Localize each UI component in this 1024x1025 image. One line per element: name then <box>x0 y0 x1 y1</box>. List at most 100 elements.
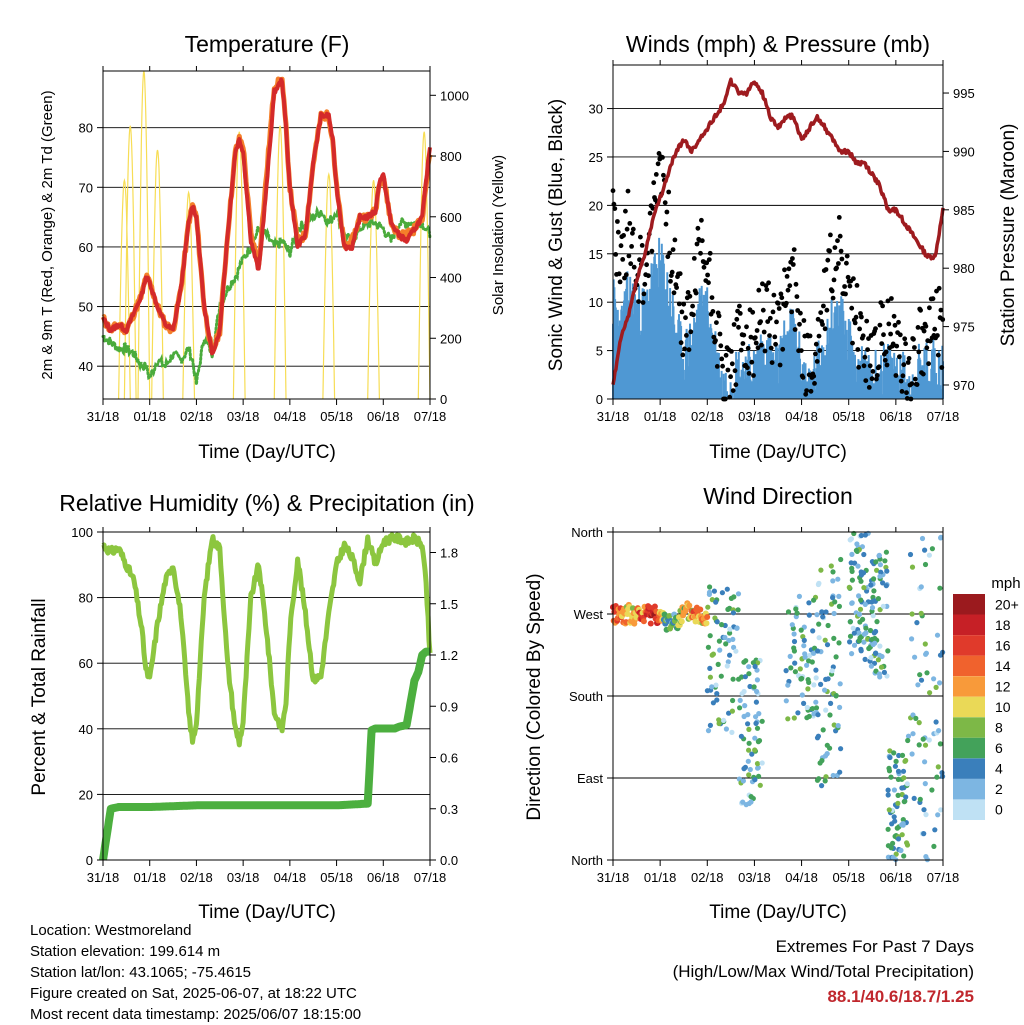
gust-point <box>738 347 744 353</box>
gust-point <box>683 315 688 321</box>
gust-point <box>864 318 870 324</box>
direction-point <box>748 799 754 805</box>
gust-point <box>706 257 712 262</box>
direction-point <box>837 704 843 711</box>
direction-point <box>711 588 718 594</box>
y-tick-label: 25 <box>589 150 603 165</box>
gust-point <box>880 303 885 309</box>
direction-point <box>823 609 829 615</box>
gust-point <box>616 271 622 277</box>
direction-point <box>924 670 930 676</box>
gust-point <box>699 238 705 244</box>
direction-point <box>873 668 879 674</box>
x-axis-label: Time (Day/UTC) <box>198 442 336 463</box>
direction-point <box>931 676 937 682</box>
y-tick-label: 200 <box>440 331 462 346</box>
direction-point <box>873 559 879 565</box>
location-text: Location: Westmoreland <box>30 922 192 939</box>
direction-point <box>900 817 906 823</box>
direction-point <box>831 610 837 617</box>
direction-point <box>888 774 894 780</box>
gust-point <box>644 262 649 268</box>
direction-point <box>707 722 714 729</box>
gust-point <box>651 180 657 186</box>
gust-point <box>916 349 922 355</box>
direction-point <box>739 691 745 697</box>
direction-point <box>861 551 867 558</box>
gust-point <box>797 321 802 327</box>
direction-point <box>884 568 890 574</box>
direction-point <box>799 675 805 682</box>
direction-point <box>849 651 855 657</box>
gust-point <box>723 352 729 358</box>
gust-point <box>775 301 781 306</box>
direction-point <box>745 721 751 727</box>
direction-point <box>727 626 733 632</box>
direction-point <box>885 854 892 860</box>
direction-point <box>813 675 819 681</box>
direction-point <box>759 718 765 724</box>
direction-point <box>712 615 718 621</box>
gust-point <box>898 378 904 384</box>
gust-point <box>741 332 747 338</box>
direction-point <box>726 637 732 644</box>
direction-point <box>855 563 861 569</box>
direction-point <box>686 602 693 609</box>
gust-point <box>746 371 752 376</box>
y-tick-label: 50 <box>79 300 93 315</box>
gust-point <box>836 261 841 266</box>
y-tick-label: 80 <box>79 591 93 606</box>
y-tick-label: East <box>577 771 603 786</box>
direction-point <box>819 609 825 615</box>
direction-point <box>718 673 724 679</box>
y-tick-label: North <box>571 525 603 540</box>
y-axis-label: Percent & Total Rainfall <box>29 598 50 795</box>
direction-point <box>922 759 928 765</box>
gust-point <box>664 209 670 215</box>
direction-point <box>861 639 867 645</box>
gust-point <box>767 315 773 321</box>
gust-point <box>628 261 634 267</box>
direction-point <box>877 562 884 568</box>
gust-point <box>733 382 739 388</box>
gust-point <box>798 348 804 353</box>
direction-point <box>752 747 758 753</box>
direction-point <box>868 582 874 588</box>
gust-point <box>932 326 938 332</box>
direction-point <box>918 584 924 590</box>
gust-point <box>936 285 942 291</box>
direction-point <box>921 807 927 813</box>
gust-point <box>847 283 853 289</box>
direction-point <box>785 609 792 615</box>
direction-point <box>813 667 819 673</box>
direction-point <box>791 715 797 721</box>
extremes-values: 88.1/40.6/18.7/1.25 <box>827 987 974 1006</box>
direction-point <box>788 665 794 671</box>
direction-point <box>820 727 826 733</box>
gust-point <box>866 385 872 390</box>
solar-spike <box>123 125 137 400</box>
pressure-line <box>611 77 945 385</box>
gust-point <box>906 356 912 361</box>
gust-point <box>682 346 687 352</box>
direction-point <box>909 564 916 570</box>
direction-point <box>793 606 799 612</box>
series-layer <box>610 530 946 863</box>
x-tick-label: 04/18 <box>785 870 818 885</box>
direction-point <box>746 747 752 753</box>
direction-point <box>937 741 944 747</box>
direction-point <box>880 580 886 586</box>
direction-point <box>814 612 820 618</box>
gust-point <box>820 322 825 327</box>
direction-point <box>887 748 893 754</box>
y-tick-label: 990 <box>953 144 975 159</box>
direction-point <box>725 659 731 665</box>
direction-point <box>929 787 935 793</box>
winds-pressure-panel: Winds (mph) & Pressure (mb) 31/18 01/18 02… <box>546 31 1019 463</box>
direction-point <box>830 569 836 575</box>
direction-point <box>705 644 712 650</box>
direction-point <box>934 774 940 780</box>
gust-point <box>714 320 719 325</box>
gust-point <box>666 189 672 195</box>
direction-point <box>912 654 918 660</box>
